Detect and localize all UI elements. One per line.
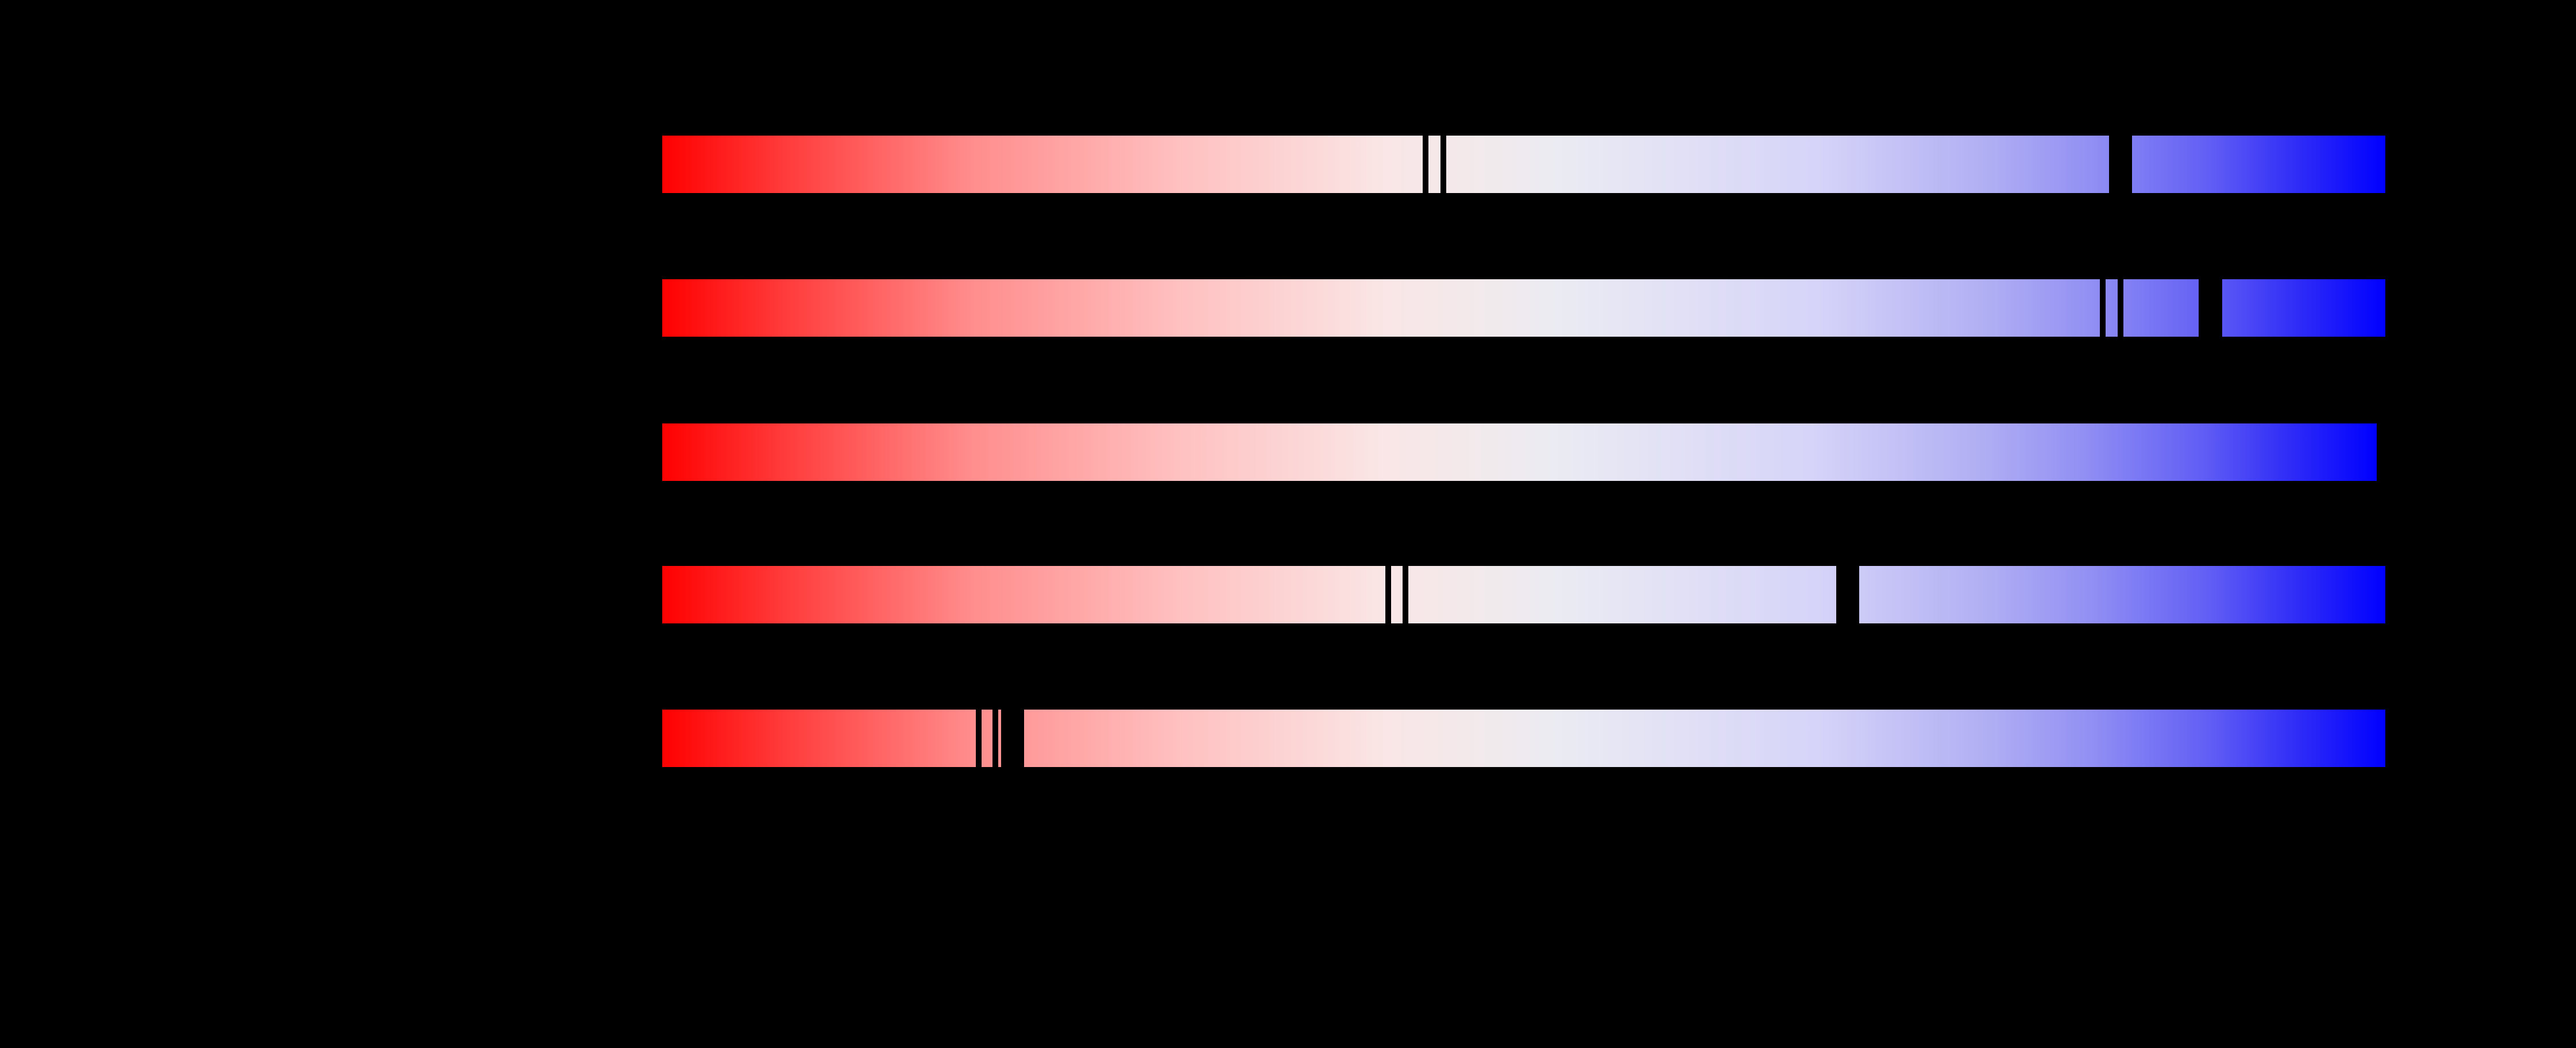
gradient-bar-row-1: [662, 136, 2385, 193]
marker-wide-gap: [1001, 710, 1024, 767]
marker-thin-line: [992, 710, 998, 767]
gradient-bar-row-4: [662, 566, 2385, 623]
marker-wide-gap: [1836, 566, 1859, 623]
marker-thin-line: [1403, 566, 1408, 623]
marker-thin-line: [1440, 136, 1446, 193]
marker-thin-line: [2100, 279, 2106, 337]
marker-wide-gap: [2109, 136, 2132, 193]
marker-wide-gap: [2199, 279, 2222, 337]
marker-thin-line: [1385, 566, 1391, 623]
gradient-bar-row-2: [662, 279, 2385, 337]
gradient-bar-row-3: [662, 423, 2377, 481]
marker-thin-line: [1423, 136, 1428, 193]
gradient-bar-row-5: [662, 710, 2385, 767]
marker-thin-line: [2118, 279, 2123, 337]
marker-thin-line: [976, 710, 982, 767]
